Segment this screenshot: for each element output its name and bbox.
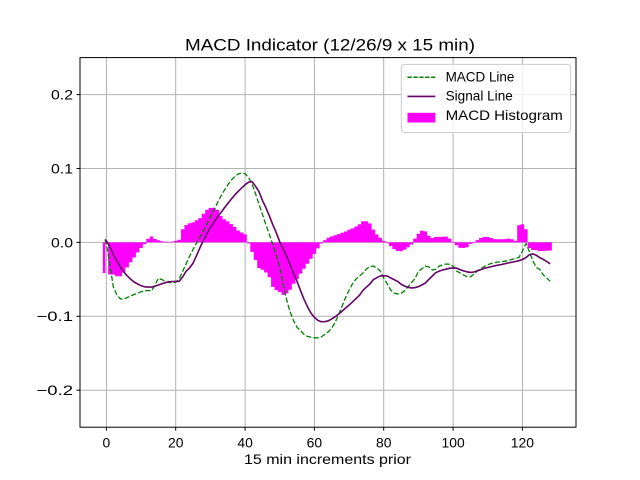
svg-text:20: 20 — [168, 435, 184, 451]
svg-text:MACD Line: MACD Line — [446, 69, 515, 85]
svg-text:0: 0 — [103, 435, 111, 451]
svg-text:MACD Indicator (12/26/9 x 15 m: MACD Indicator (12/26/9 x 15 min) — [185, 36, 475, 55]
svg-text:Signal Line: Signal Line — [446, 88, 513, 104]
svg-text:80: 80 — [376, 435, 392, 451]
svg-text:−0.2: −0.2 — [37, 382, 74, 398]
svg-text:0.0: 0.0 — [51, 234, 73, 250]
svg-text:0.1: 0.1 — [51, 160, 73, 176]
svg-text:15 min increments prior: 15 min increments prior — [244, 451, 411, 467]
svg-text:−0.1: −0.1 — [37, 308, 74, 324]
svg-text:60: 60 — [307, 435, 323, 451]
svg-text:40: 40 — [237, 435, 253, 451]
svg-text:0.2: 0.2 — [51, 87, 73, 103]
svg-text:MACD Histogram: MACD Histogram — [446, 107, 563, 123]
svg-text:100: 100 — [442, 435, 465, 451]
svg-text:120: 120 — [511, 435, 534, 451]
